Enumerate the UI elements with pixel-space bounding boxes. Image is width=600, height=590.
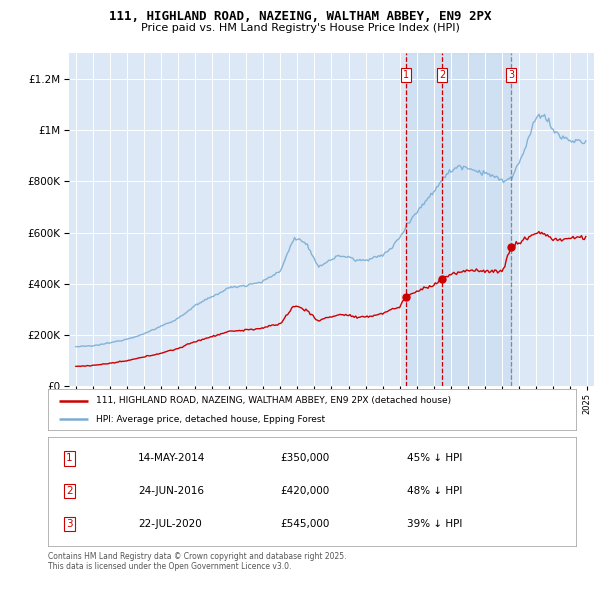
Text: 24-JUN-2016: 24-JUN-2016 [138,486,204,496]
Text: 39% ↓ HPI: 39% ↓ HPI [407,519,463,529]
Text: 14-MAY-2014: 14-MAY-2014 [138,454,205,463]
Text: 2: 2 [66,486,73,496]
Text: £545,000: £545,000 [280,519,329,529]
Text: 3: 3 [66,519,73,529]
Text: Contains HM Land Registry data © Crown copyright and database right 2025.
This d: Contains HM Land Registry data © Crown c… [48,552,347,571]
Text: 111, HIGHLAND ROAD, NAZEING, WALTHAM ABBEY, EN9 2PX (detached house): 111, HIGHLAND ROAD, NAZEING, WALTHAM ABB… [95,396,451,405]
Text: 45% ↓ HPI: 45% ↓ HPI [407,454,463,463]
Text: £350,000: £350,000 [280,454,329,463]
Text: 48% ↓ HPI: 48% ↓ HPI [407,486,463,496]
Bar [406,53,511,386]
Text: 3: 3 [508,70,514,80]
Text: 111, HIGHLAND ROAD, NAZEING, WALTHAM ABBEY, EN9 2PX: 111, HIGHLAND ROAD, NAZEING, WALTHAM ABB… [109,10,491,23]
Text: £420,000: £420,000 [280,486,329,496]
Text: 1: 1 [403,70,409,80]
Text: 2: 2 [439,70,445,80]
Text: 22-JUL-2020: 22-JUL-2020 [138,519,202,529]
Text: HPI: Average price, detached house, Epping Forest: HPI: Average price, detached house, Eppi… [95,415,325,424]
Text: 1: 1 [66,454,73,463]
Text: Price paid vs. HM Land Registry's House Price Index (HPI): Price paid vs. HM Land Registry's House … [140,24,460,33]
